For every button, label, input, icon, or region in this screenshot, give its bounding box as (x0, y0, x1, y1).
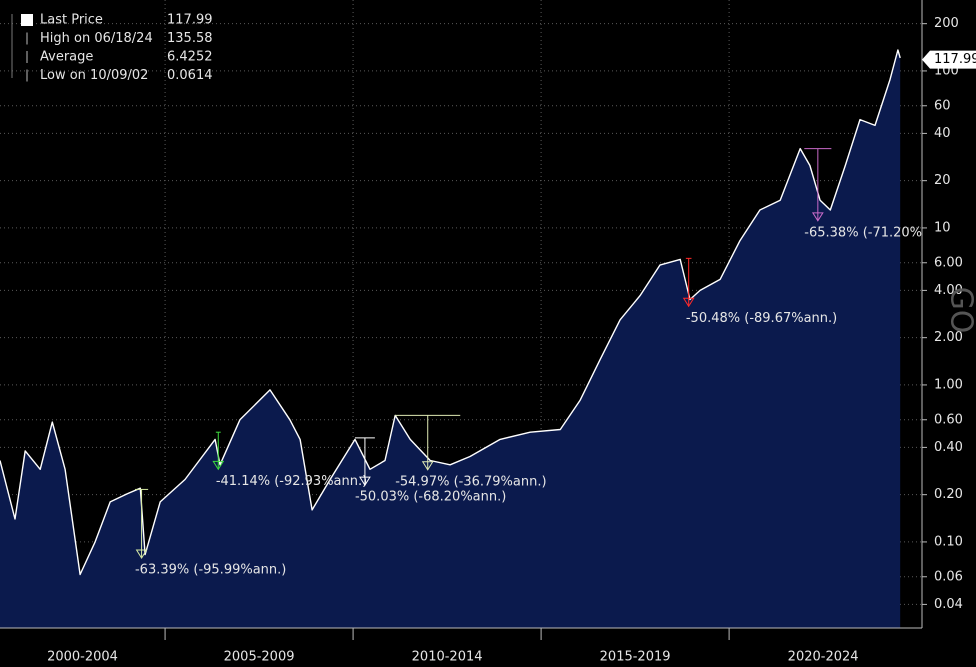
y-tick-label: 0.04 (934, 597, 963, 612)
y-tick-label: 20 (934, 173, 951, 188)
drawdown-label: -63.39% (-95.99%ann.) (135, 563, 286, 578)
drawdown-label: -41.14% (-92.93%ann.) (216, 474, 367, 489)
x-period-label: 2015-2019 (600, 650, 671, 665)
legend-swatch (21, 14, 33, 26)
x-period-label: 2005-2009 (224, 650, 295, 665)
last-price-label: 117.99 (934, 52, 976, 67)
x-period-label: 2010-2014 (412, 650, 483, 665)
y-tick-label: 40 (934, 126, 951, 141)
drawdown-trough (135, 549, 148, 559)
y-tick-label: 0.20 (934, 487, 963, 502)
legend-value: 0.0614 (167, 68, 213, 83)
legend: Last Price 117.99 High on 06/18/24 135.58 Av… (11, 13, 213, 83)
price-line (0, 49, 901, 576)
area (0, 50, 901, 628)
y-tick-label: 0.10 (934, 534, 963, 549)
drawdown-label: -50.03% (-68.20%ann.) (355, 490, 506, 505)
y-tick-label: 10 (934, 220, 951, 235)
legend-label: High on 06/18/24 (40, 31, 153, 46)
drawdown-trough (359, 476, 371, 487)
y-tick-label: 60 (934, 98, 951, 113)
y-tick-label: 0.06 (934, 569, 963, 584)
drawdown-trough (811, 212, 824, 222)
legend-label: Low on 10/09/02 (40, 68, 148, 83)
drawdown-label: -54.97% (-36.79%ann.) (395, 474, 546, 489)
plot-area: -63.39% (-95.99%ann.) -41.14% (-92.93%ann… (0, 0, 955, 628)
y-tick-label: 200 (934, 16, 959, 31)
drawdown-label: -65.38% (-71.20%ann.) (804, 225, 955, 240)
last-price-tag (922, 50, 976, 69)
y-tick-label: 6.00 (934, 255, 963, 270)
drawdown-trough (682, 297, 695, 308)
legend-value: 117.99 (167, 13, 213, 28)
watermark: GO (944, 287, 976, 334)
legend-value: 135.58 (167, 31, 213, 46)
y-tick-label: 4.00 (934, 283, 963, 298)
x-period-label: 2020-2024 (788, 650, 859, 665)
y-tick-label: 0.40 (934, 440, 963, 455)
legend-label: Average (40, 50, 93, 65)
y-tick-label: 2.00 (934, 330, 963, 345)
drawdown-trough (421, 461, 434, 471)
legend-label: Last Price (40, 13, 103, 28)
drawdown-trough (212, 460, 225, 471)
x-period-label: 2000-2004 (47, 650, 118, 665)
drawdown-label: -50.48% (-89.67%ann.) (686, 311, 837, 326)
y-tick-label: 1.00 (934, 377, 963, 392)
legend-value: 6.4252 (167, 50, 213, 65)
y-tick-label: 0.60 (934, 412, 963, 427)
